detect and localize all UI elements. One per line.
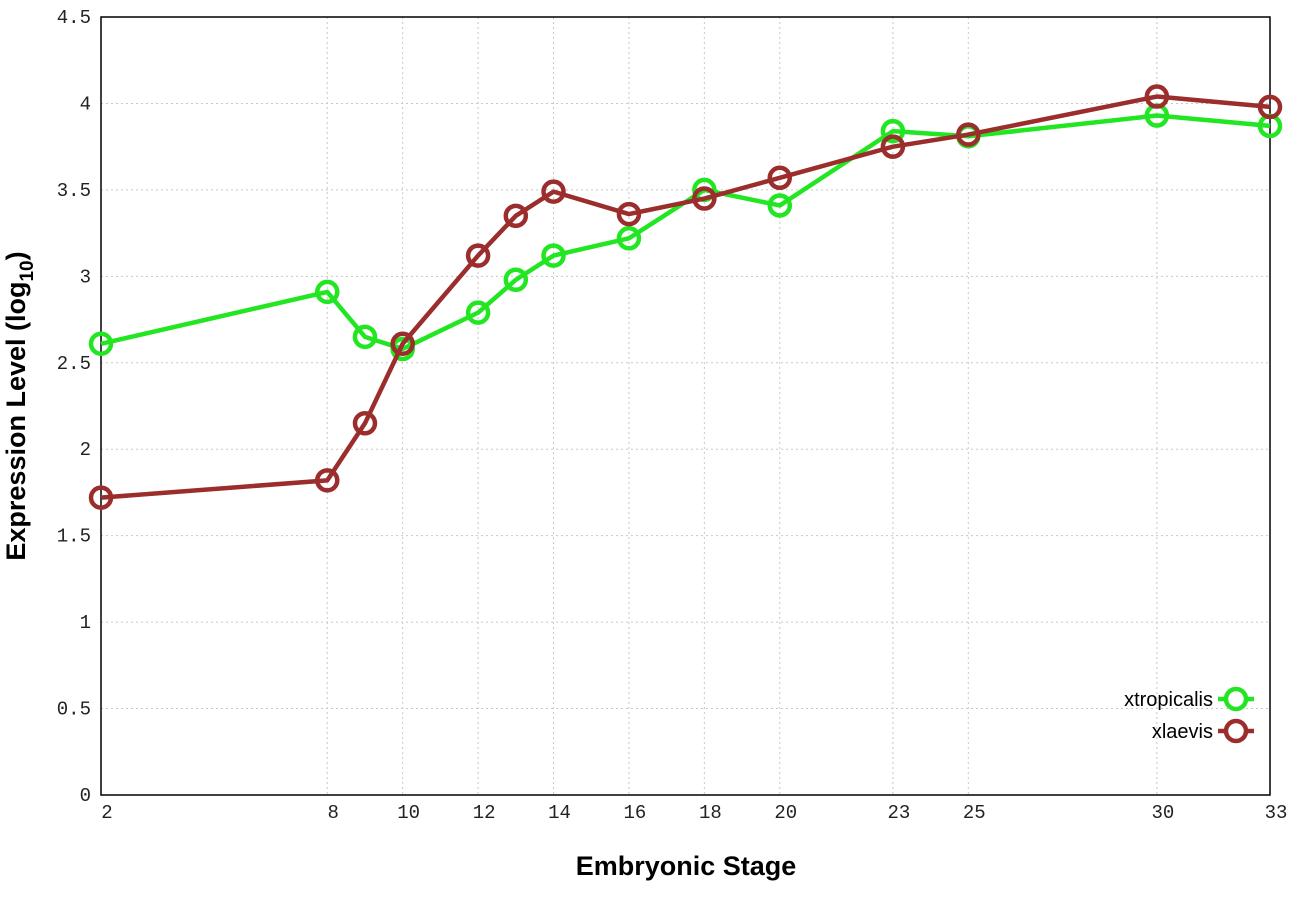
data-point	[352, 411, 378, 436]
legend-label: xlaevis	[1152, 721, 1213, 743]
y-tick-label: 4.5	[57, 7, 91, 29]
y-axis-title-subscript: 10	[17, 260, 38, 281]
data-point	[880, 118, 906, 144]
x-tick-label: 30	[1151, 802, 1174, 824]
y-axis-title-suffix: )	[1, 251, 31, 260]
x-tick-label: 33	[1265, 802, 1288, 824]
y-tick-label: 2.5	[57, 353, 91, 375]
y-axis-title-text: Expression Level (log	[1, 282, 31, 561]
y-tick-label: 0	[80, 785, 91, 807]
y-tick-label: 2	[80, 439, 91, 461]
data-point	[767, 193, 793, 218]
x-tick-label: 12	[473, 802, 496, 824]
y-tick-label: 4	[80, 93, 91, 115]
data-point	[352, 324, 378, 350]
y-tick-label: 1.5	[57, 526, 91, 548]
data-point	[541, 179, 566, 204]
legend-marker	[1223, 718, 1249, 744]
data-point	[616, 226, 642, 251]
x-tick-label: 18	[699, 802, 722, 824]
y-tick-label: 0.5	[57, 699, 91, 721]
data-point	[390, 331, 415, 357]
data-point	[767, 165, 793, 191]
x-tick-label: 2	[101, 802, 112, 824]
plot-frame	[100, 16, 1271, 796]
y-axis-title: Expression Level (log10)	[1, 251, 38, 560]
data-point	[956, 122, 981, 147]
y-tick-label: 3	[80, 266, 91, 288]
data-point	[1257, 94, 1283, 120]
x-axis-title: Embryonic Stage	[576, 851, 797, 881]
data-point	[880, 134, 906, 159]
legend-marker	[1223, 686, 1249, 712]
x-tick-label: 10	[397, 802, 420, 824]
x-tick-label: 20	[774, 802, 797, 824]
data-point	[315, 468, 340, 493]
x-tick-label: 16	[624, 802, 647, 824]
data-point	[541, 243, 566, 268]
data-point	[1144, 84, 1170, 109]
x-tick-label: 8	[328, 802, 339, 824]
x-tick-label: 25	[963, 802, 986, 824]
data-point	[465, 300, 491, 325]
data-point	[503, 203, 529, 229]
data-point	[88, 331, 114, 357]
x-tick-label: 14	[548, 802, 571, 824]
data-point	[465, 243, 491, 268]
legend-label: xtropicalis	[1124, 689, 1213, 711]
data-point	[692, 186, 717, 211]
data-point	[88, 485, 114, 510]
series-line	[100, 94, 1271, 500]
x-tick-label: 23	[887, 802, 910, 824]
y-tick-label: 3.5	[57, 180, 91, 202]
y-tick-label: 1	[80, 612, 91, 634]
data-point	[616, 201, 642, 227]
data-point	[315, 279, 340, 305]
data-point	[503, 267, 529, 293]
